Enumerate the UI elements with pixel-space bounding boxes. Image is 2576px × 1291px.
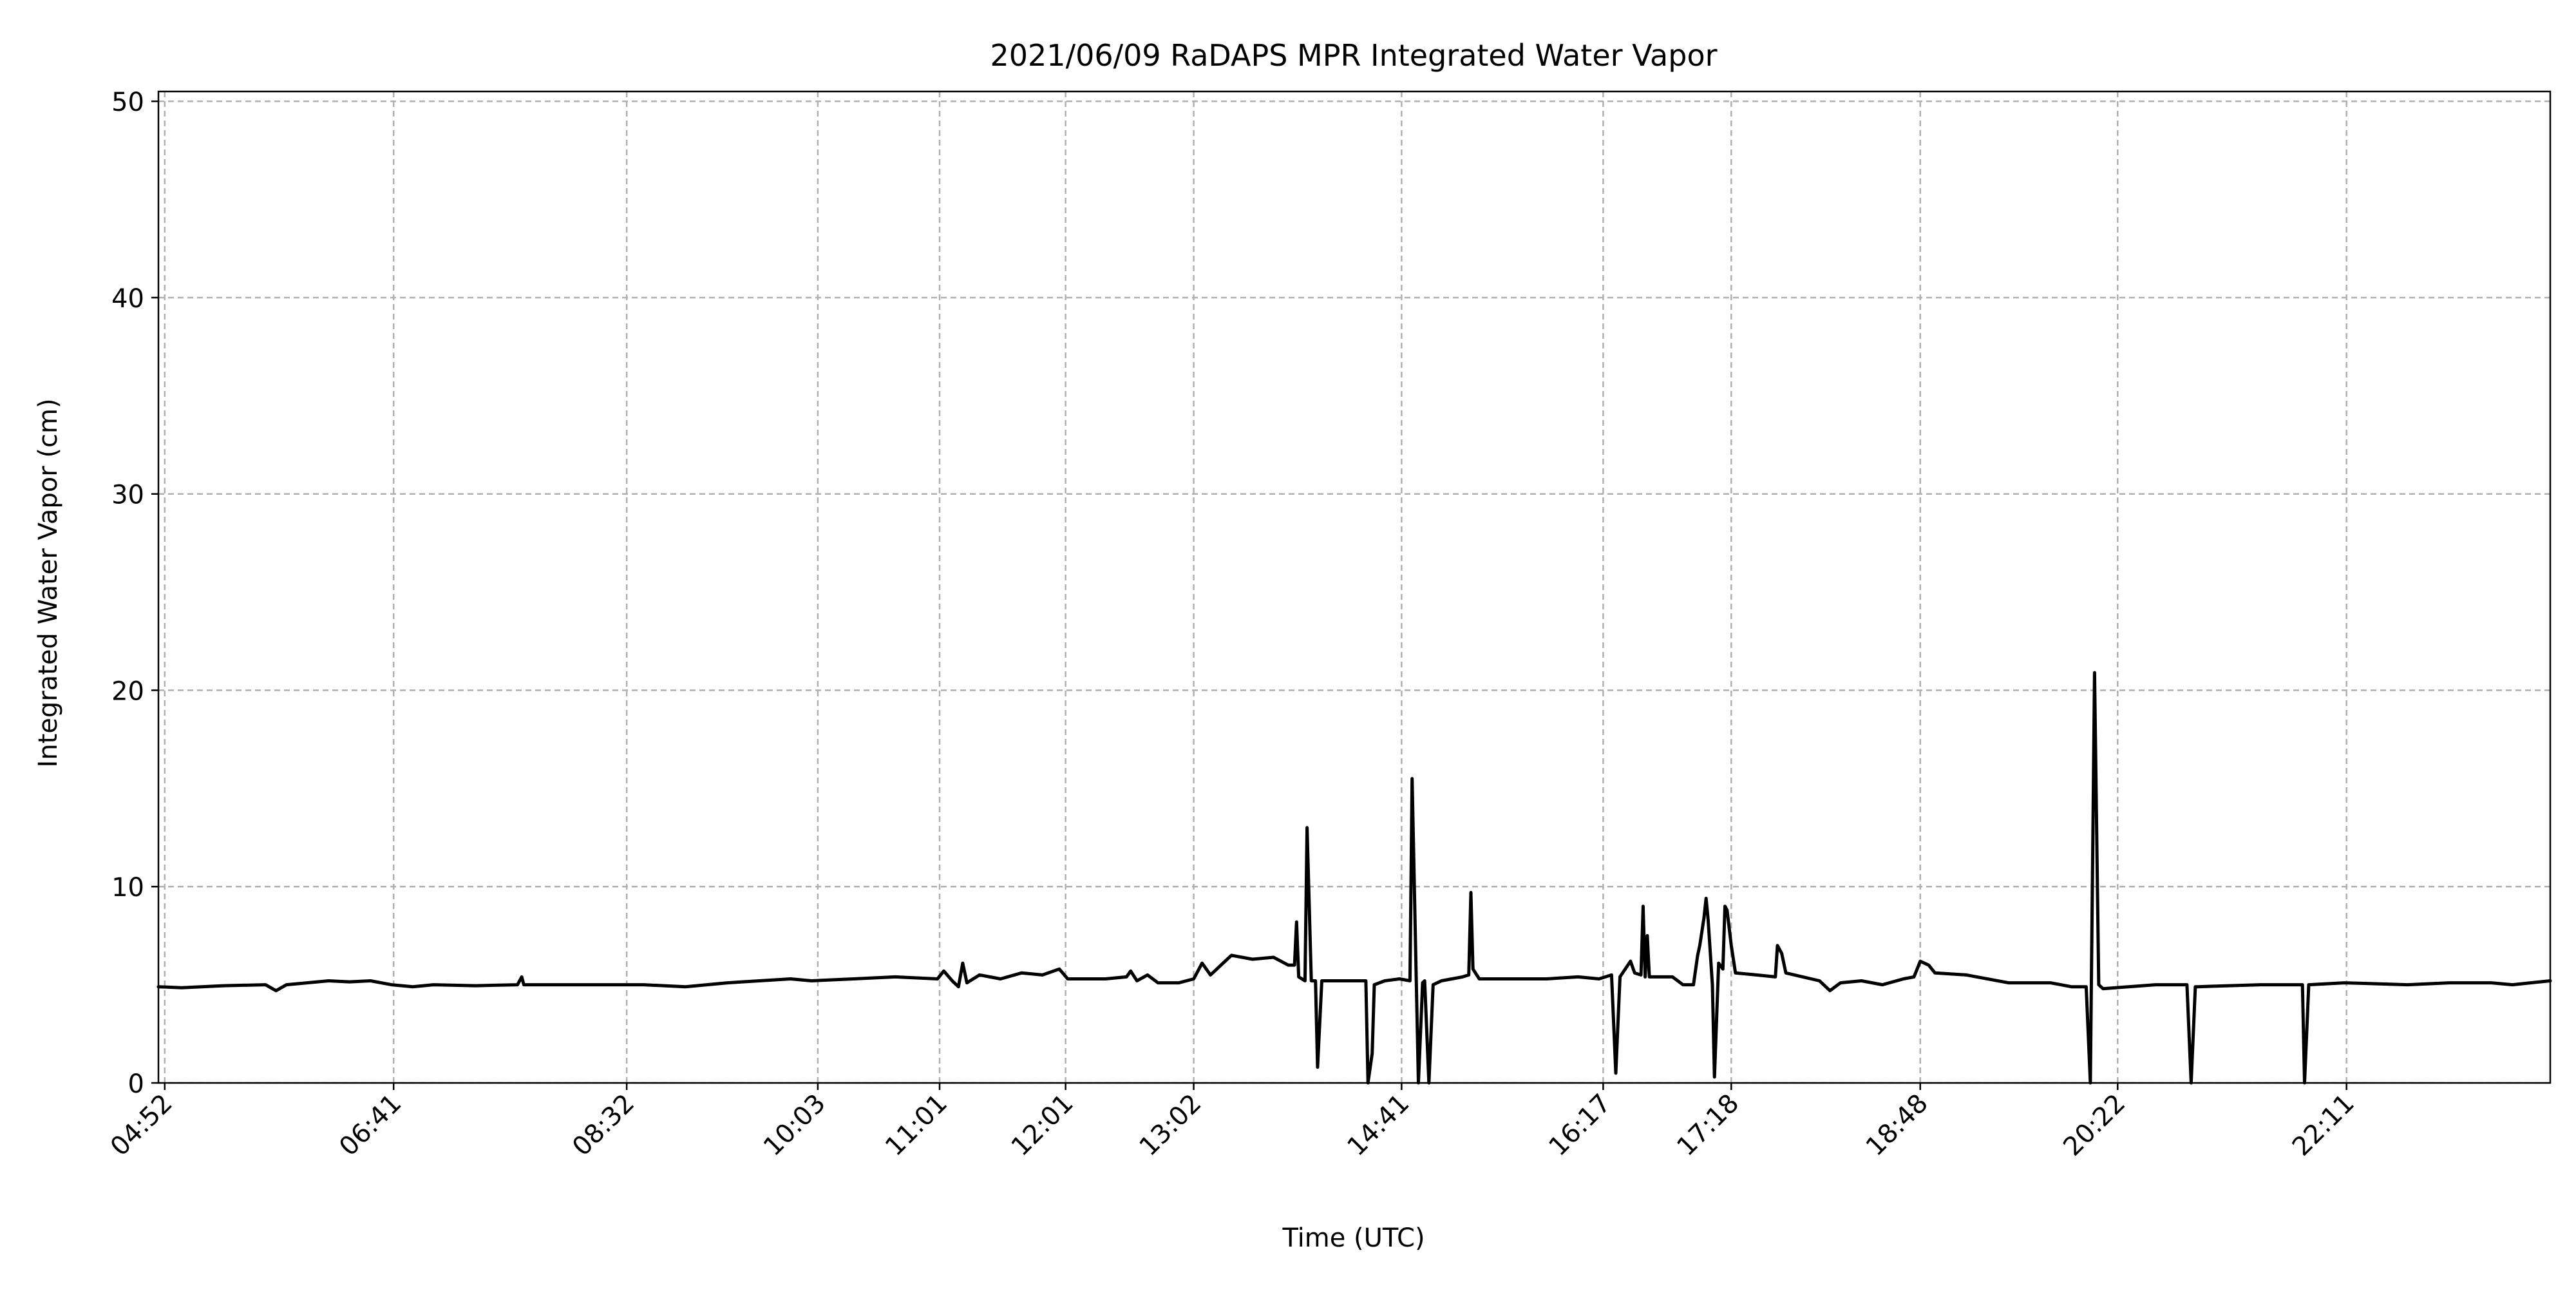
series-line xyxy=(156,671,2552,1085)
x-axis-label: Time (UTC) xyxy=(1282,1223,1425,1253)
plot-frame xyxy=(157,90,2552,1084)
y-tick-label: 30 xyxy=(111,481,144,510)
y-tick-label: 10 xyxy=(111,873,144,903)
y-tick-label: 40 xyxy=(111,284,144,314)
y-tick-label: 50 xyxy=(111,88,144,117)
series-layer xyxy=(156,671,2552,1085)
y-tick-label: 0 xyxy=(128,1069,144,1099)
y-axis-label: Integrated Water Vapor (cm) xyxy=(33,398,63,767)
grid xyxy=(158,91,2550,1084)
chart-title: 2021/06/09 RaDAPS MPR Integrated Water V… xyxy=(990,38,1718,73)
y-tick-label: 20 xyxy=(111,676,144,706)
